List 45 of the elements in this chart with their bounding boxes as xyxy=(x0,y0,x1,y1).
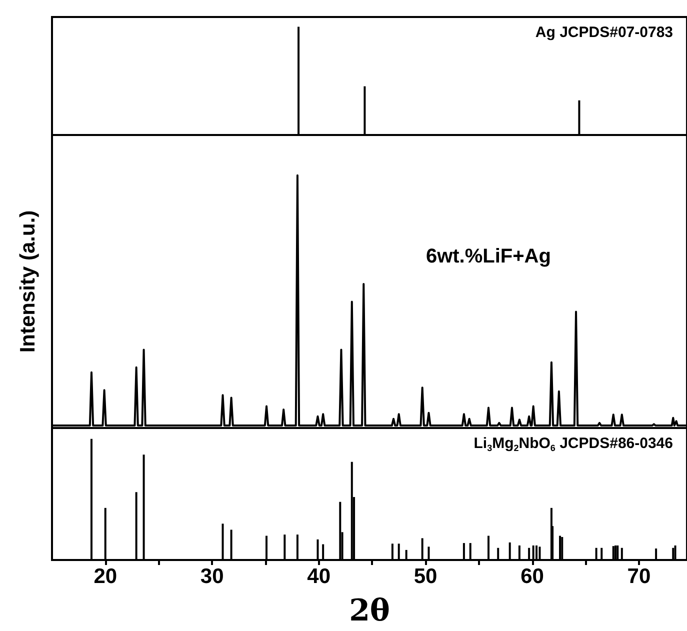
bar xyxy=(497,548,500,560)
x-tick-label: 20 xyxy=(94,565,118,588)
bar xyxy=(90,438,92,560)
bar xyxy=(528,548,530,560)
bar xyxy=(421,538,424,560)
bar xyxy=(538,546,541,560)
bar xyxy=(339,502,342,560)
bar xyxy=(614,545,616,560)
bar xyxy=(508,542,511,560)
bar xyxy=(142,454,145,560)
x-tick-label: 60 xyxy=(520,565,544,588)
x-tick-label: 40 xyxy=(307,565,330,588)
bar xyxy=(428,546,430,560)
y-axis-title: Intensity (a.u.) xyxy=(16,210,40,353)
text: Ag JCPDS#07-0783 xyxy=(535,24,674,41)
x-tick-label: 30 xyxy=(200,565,224,588)
bar xyxy=(612,546,614,560)
bar xyxy=(135,492,138,560)
x-tick-label: 70 xyxy=(627,565,651,588)
bar xyxy=(674,545,676,560)
bar xyxy=(469,543,472,560)
bar xyxy=(561,536,564,560)
bar xyxy=(391,544,394,560)
bar xyxy=(405,550,408,560)
bar xyxy=(616,545,619,560)
bar xyxy=(518,545,520,560)
bar xyxy=(672,548,674,560)
bar xyxy=(487,536,490,560)
x-axis-title: 2θ xyxy=(349,594,390,628)
bar xyxy=(296,534,298,560)
x-tick-label: 50 xyxy=(414,565,438,588)
bar xyxy=(462,543,465,560)
bar xyxy=(322,544,324,560)
bar xyxy=(620,548,623,560)
bar xyxy=(222,524,224,560)
bar xyxy=(230,530,232,560)
bar xyxy=(536,545,538,560)
text: 6wt.%LiF+Ag xyxy=(426,245,551,268)
bar xyxy=(398,544,400,560)
bar xyxy=(600,548,603,560)
bar xyxy=(559,536,561,560)
bar xyxy=(350,462,353,560)
bar xyxy=(284,534,286,560)
bar xyxy=(655,548,658,560)
bar xyxy=(595,548,598,560)
